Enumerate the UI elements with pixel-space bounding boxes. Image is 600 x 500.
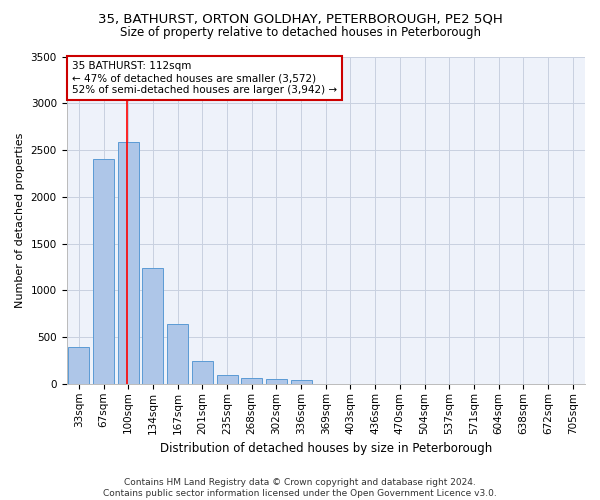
Bar (217, 375, 238, 384)
X-axis label: Distribution of detached houses by size in Peterborough: Distribution of detached houses by size … (160, 442, 492, 455)
Text: Size of property relative to detached houses in Peterborough: Size of property relative to detached ho… (119, 26, 481, 39)
Bar (118, 142, 139, 384)
Bar (93, 160, 114, 384)
Y-axis label: Number of detached properties: Number of detached properties (15, 132, 25, 308)
Bar (167, 324, 188, 384)
Bar (68, 348, 89, 384)
Bar (266, 379, 287, 384)
Bar (241, 378, 262, 384)
Text: Contains HM Land Registry data © Crown copyright and database right 2024.
Contai: Contains HM Land Registry data © Crown c… (103, 478, 497, 498)
Text: 35 BATHURST: 112sqm
← 47% of detached houses are smaller (3,572)
52% of semi-det: 35 BATHURST: 112sqm ← 47% of detached ho… (72, 62, 337, 94)
Bar (142, 268, 163, 384)
Bar (290, 380, 311, 384)
Text: 35, BATHURST, ORTON GOLDHAY, PETERBOROUGH, PE2 5QH: 35, BATHURST, ORTON GOLDHAY, PETERBOROUG… (98, 12, 502, 26)
Bar (192, 360, 213, 384)
